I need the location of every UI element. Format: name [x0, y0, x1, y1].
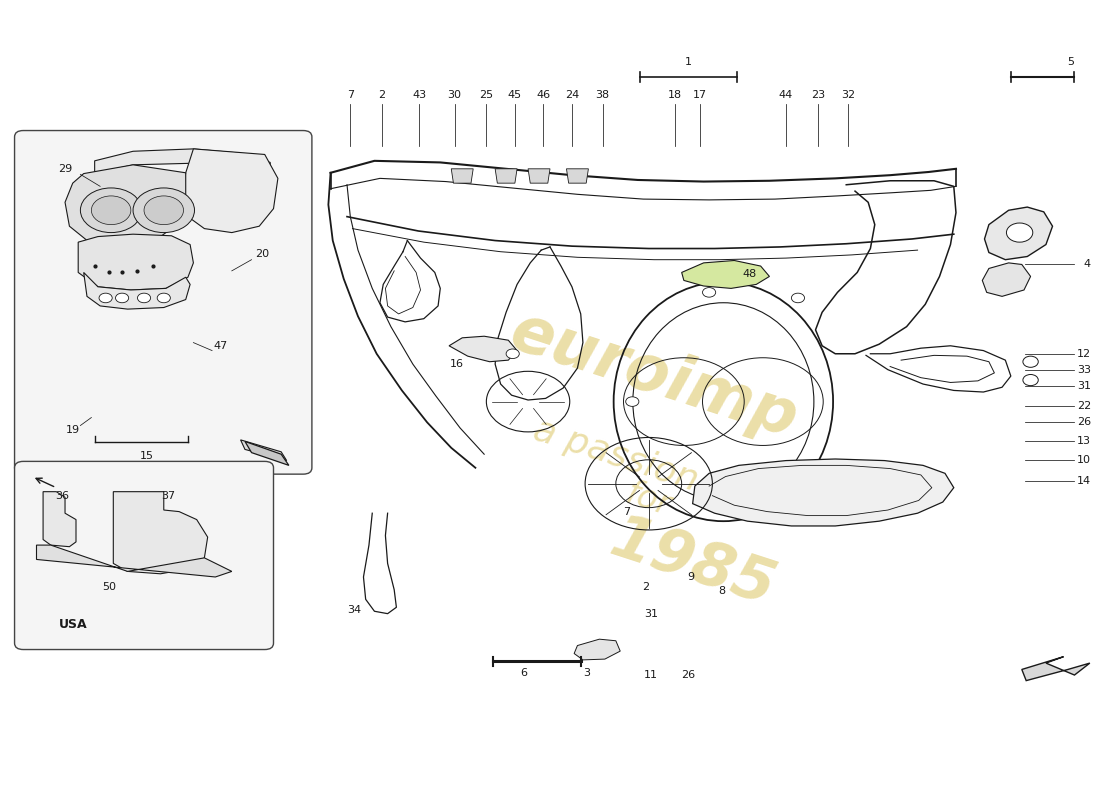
Text: 44: 44	[779, 90, 793, 100]
Polygon shape	[693, 459, 954, 526]
Text: 9: 9	[686, 572, 694, 582]
Circle shape	[626, 397, 639, 406]
Text: 14: 14	[1077, 476, 1091, 486]
Text: 48: 48	[742, 269, 757, 279]
Text: 26: 26	[1077, 418, 1091, 427]
Text: 38: 38	[595, 90, 609, 100]
Circle shape	[157, 293, 170, 302]
Text: 29: 29	[58, 164, 73, 174]
FancyBboxPatch shape	[14, 462, 274, 650]
Text: 43: 43	[412, 90, 427, 100]
Text: 46: 46	[537, 90, 550, 100]
Polygon shape	[984, 207, 1053, 260]
Text: 7: 7	[346, 90, 354, 100]
Text: 8: 8	[718, 586, 726, 596]
Text: 7: 7	[624, 506, 630, 517]
Text: 1: 1	[684, 57, 692, 66]
Text: 16: 16	[450, 359, 464, 369]
Text: 31: 31	[1077, 381, 1091, 390]
Text: 18: 18	[668, 90, 682, 100]
Circle shape	[791, 293, 804, 302]
Polygon shape	[982, 263, 1031, 296]
Circle shape	[138, 293, 151, 302]
Polygon shape	[95, 149, 271, 174]
Polygon shape	[183, 149, 278, 233]
Text: 36: 36	[55, 490, 68, 501]
Text: 15: 15	[141, 451, 154, 461]
Polygon shape	[113, 492, 208, 574]
Circle shape	[703, 287, 716, 297]
Polygon shape	[682, 261, 769, 288]
Text: a passion: a passion	[529, 413, 703, 498]
Text: 13: 13	[1077, 437, 1091, 446]
Text: 30: 30	[448, 90, 462, 100]
Circle shape	[91, 196, 131, 225]
Text: 2: 2	[642, 582, 649, 592]
Text: 32: 32	[842, 90, 856, 100]
Polygon shape	[495, 169, 517, 183]
Polygon shape	[36, 545, 232, 577]
Circle shape	[99, 293, 112, 302]
Circle shape	[1006, 223, 1033, 242]
Text: 23: 23	[811, 90, 825, 100]
Text: 31: 31	[644, 609, 658, 618]
Polygon shape	[65, 165, 186, 247]
Text: 47: 47	[213, 341, 228, 350]
Text: for: for	[621, 477, 675, 522]
Polygon shape	[84, 273, 190, 309]
Text: 19: 19	[66, 426, 80, 435]
Text: 12: 12	[1077, 349, 1091, 358]
Circle shape	[144, 196, 184, 225]
Circle shape	[116, 293, 129, 302]
Text: 37: 37	[161, 490, 175, 501]
Circle shape	[506, 349, 519, 358]
Text: 2: 2	[378, 90, 386, 100]
Polygon shape	[43, 492, 76, 546]
Text: 6: 6	[520, 668, 527, 678]
Polygon shape	[245, 442, 289, 466]
Text: 25: 25	[480, 90, 494, 100]
Text: 33: 33	[1077, 365, 1091, 374]
Polygon shape	[1022, 657, 1090, 681]
Text: USA: USA	[58, 618, 87, 631]
Polygon shape	[449, 336, 517, 362]
Circle shape	[80, 188, 142, 233]
Text: 11: 11	[644, 670, 658, 680]
Text: 34: 34	[348, 606, 362, 615]
Text: 3: 3	[583, 668, 590, 678]
Text: 24: 24	[564, 90, 579, 100]
Text: 50: 50	[102, 582, 116, 592]
Circle shape	[1023, 374, 1038, 386]
Text: 20: 20	[255, 249, 270, 259]
Polygon shape	[574, 639, 620, 660]
Text: 26: 26	[681, 670, 695, 680]
Text: 4: 4	[1084, 259, 1091, 270]
Polygon shape	[241, 440, 287, 461]
Text: euroimp: euroimp	[503, 301, 805, 452]
Text: 5: 5	[1067, 57, 1075, 66]
Polygon shape	[78, 234, 194, 290]
Polygon shape	[566, 169, 588, 183]
Polygon shape	[451, 169, 473, 183]
Text: 22: 22	[1077, 402, 1091, 411]
FancyBboxPatch shape	[14, 130, 312, 474]
Circle shape	[1023, 356, 1038, 367]
Circle shape	[133, 188, 195, 233]
Text: 1985: 1985	[603, 509, 782, 618]
Text: 10: 10	[1077, 454, 1091, 465]
Text: 45: 45	[508, 90, 522, 100]
Polygon shape	[528, 169, 550, 183]
Text: 17: 17	[693, 90, 707, 100]
